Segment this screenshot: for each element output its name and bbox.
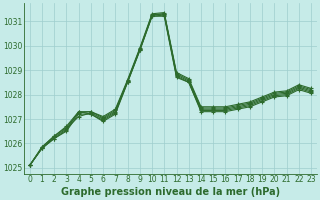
X-axis label: Graphe pression niveau de la mer (hPa): Graphe pression niveau de la mer (hPa) <box>61 187 280 197</box>
